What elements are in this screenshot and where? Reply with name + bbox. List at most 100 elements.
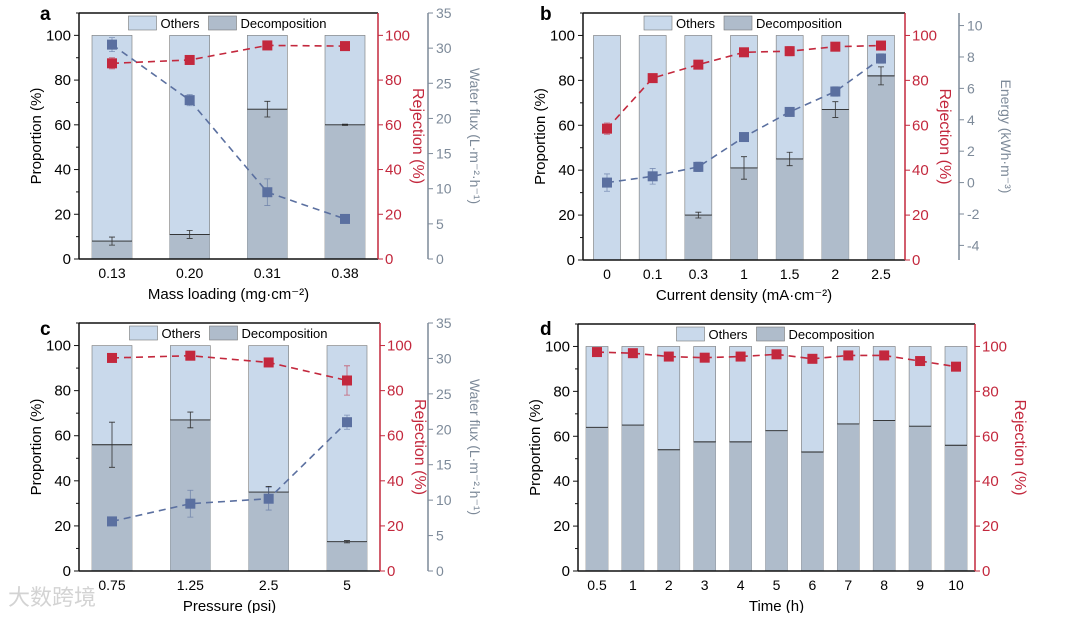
- y2-tick-label: 100: [387, 338, 412, 355]
- y2-tick-label: 0: [982, 563, 990, 580]
- y2-tick-label: 80: [387, 383, 404, 400]
- x-tick-label: 0.31: [254, 265, 281, 281]
- y3-tick-label: 35: [436, 315, 452, 331]
- x-tick-label: 7: [844, 577, 852, 593]
- y3-axis-title: Energy (kWh·m⁻³): [998, 80, 1014, 194]
- legend-swatch-others: [643, 15, 673, 31]
- y3-tick-label: 8: [967, 49, 975, 65]
- legend-swatch-decomposition: [209, 325, 238, 341]
- y3-tick-label: 25: [436, 75, 452, 91]
- secondary-point: [784, 106, 795, 117]
- y3-tick-label: -2: [967, 206, 980, 222]
- secondary-point: [739, 132, 749, 143]
- y3-tick-label: 30: [436, 350, 452, 366]
- y-tick-label: 60: [54, 428, 71, 445]
- bar-decomposition: [621, 425, 644, 571]
- rejection-point: [735, 351, 746, 362]
- error-bar-decomposition: [186, 229, 193, 239]
- y3-tick-label: 15: [436, 457, 452, 473]
- legend-swatch-others: [676, 326, 705, 342]
- legend-label-others: Others: [162, 326, 202, 341]
- y2-tick-label: 20: [982, 518, 999, 535]
- y2-tick-label: 0: [912, 252, 920, 269]
- rejection-line: [111, 354, 348, 382]
- y2-tick-label: 80: [982, 383, 999, 400]
- bar-decomposition: [801, 451, 824, 571]
- x-tick-label: 3: [701, 577, 709, 593]
- y3-tick-label: 4: [967, 112, 975, 128]
- secondary-point: [340, 213, 350, 224]
- y3-axis-title: Water flux (L·m⁻²·h⁻¹): [467, 379, 483, 515]
- y2-tick-label: 60: [982, 428, 999, 445]
- secondary-point: [342, 417, 352, 428]
- y3-tick-label: 15: [436, 146, 452, 162]
- legend-label-decomposition: Decomposition: [242, 326, 328, 341]
- error-bar-decomposition: [342, 123, 348, 126]
- rejection-point: [739, 47, 749, 58]
- x-tick-label: 2.5: [259, 577, 279, 593]
- secondary-line: [111, 43, 346, 220]
- x-tick-label: 0.38: [331, 265, 358, 281]
- y-axis-title: Proportion (%): [28, 88, 45, 185]
- x-tick-label: 1.25: [177, 577, 204, 593]
- y2-tick-label: 100: [385, 27, 410, 44]
- y3-tick-label: 5: [436, 216, 444, 232]
- bar-decomposition: [657, 449, 680, 571]
- bar-decomposition: [684, 215, 712, 260]
- y-tick-label: 60: [558, 117, 575, 134]
- y-tick-label: 20: [54, 206, 71, 223]
- y-tick-label: 40: [558, 162, 575, 179]
- secondary-point: [185, 498, 196, 509]
- bar-decomposition: [765, 430, 788, 571]
- panel-label: b: [540, 4, 552, 25]
- bar-decomposition: [586, 427, 608, 571]
- error-bar-decomposition: [695, 211, 702, 219]
- watermark: 大数跨境: [8, 586, 97, 611]
- x-tick-label: 6: [809, 577, 817, 593]
- y-tick-label: 20: [553, 518, 570, 535]
- bar-decomposition: [776, 158, 804, 260]
- legend-label-decomposition: Decomposition: [789, 327, 875, 342]
- y3-tick-label: -4: [967, 237, 980, 253]
- rejection-point: [185, 350, 196, 361]
- x-tick-label: 0: [603, 266, 611, 282]
- rejection-point: [693, 59, 704, 70]
- y3-tick-label: 5: [436, 528, 444, 544]
- error-bar-decomposition: [264, 100, 271, 118]
- y-tick-label: 0: [63, 563, 71, 580]
- y3-tick-label: 0: [436, 251, 444, 267]
- secondary-point: [107, 516, 117, 527]
- x-tick-label: 1.5: [780, 266, 800, 282]
- bar-others: [169, 35, 210, 260]
- bar-others: [638, 35, 667, 261]
- y2-tick-label: 100: [912, 27, 937, 44]
- error-bar-decomposition: [109, 421, 115, 468]
- y2-tick-label: 60: [387, 428, 404, 445]
- bar-decomposition: [867, 75, 895, 260]
- x-tick-label: 1: [629, 577, 637, 593]
- x-tick-label: 10: [948, 577, 964, 593]
- legend-swatch-others: [128, 15, 157, 31]
- y3-tick-label: 10: [436, 181, 452, 197]
- y2-axis-title: Rejection (%): [1011, 399, 1028, 495]
- y3-tick-label: 20: [436, 421, 452, 437]
- rejection-point: [843, 350, 854, 361]
- panel-a: a 0.13 0.20 0.31 0.38 0 5 10 15 20 25 30 35 Water flu…: [28, 4, 483, 303]
- x-tick-label: 0.3: [689, 266, 709, 282]
- error-bar-decomposition: [344, 540, 350, 544]
- y-axis-title: Proportion (%): [527, 399, 544, 496]
- secondary-point: [262, 187, 273, 198]
- panel-label: d: [540, 319, 552, 340]
- x-tick-label: 2: [665, 577, 673, 593]
- panel-d: d0.5 1 2 3 4 5 6 7 8 9 10020406080100020406080100T…: [527, 319, 1028, 615]
- bar-decomposition: [837, 423, 860, 571]
- rejection-point: [342, 375, 352, 386]
- y-tick-label: 40: [54, 162, 71, 179]
- y-tick-label: 0: [562, 563, 570, 580]
- panel-c: c 0.75 1.25 2.5 5 0 5 10 15 20 25 30 35 Water flux (L…: [28, 315, 483, 615]
- error-bar-decomposition: [878, 66, 884, 86]
- x-tick-label: 0.75: [98, 577, 125, 593]
- rejection-point: [915, 356, 926, 367]
- rejection-point: [879, 350, 890, 361]
- secondary-point: [876, 53, 886, 64]
